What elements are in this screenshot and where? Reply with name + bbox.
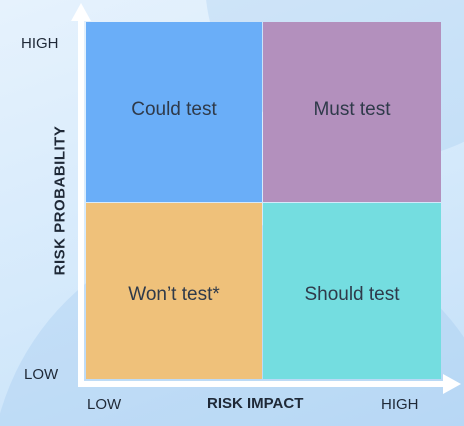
y-axis-high-label: HIGH	[21, 35, 59, 52]
quadrant-label-must-test: Must test	[313, 99, 391, 120]
x-axis-title: RISK IMPACT	[207, 395, 304, 412]
y-axis-title: RISK PROBABILITY	[51, 125, 69, 276]
quadrant-wont-test: Won’t test*	[86, 203, 262, 379]
quadrant-label-wont-test: Won’t test*	[128, 284, 220, 305]
y-axis-low-label: LOW	[24, 366, 59, 383]
quadrant-should-test: Should test	[263, 203, 441, 379]
quadrant-could-test: Could test	[86, 22, 262, 202]
y-axis-arrow	[71, 3, 91, 21]
quadrant-label-could-test: Could test	[131, 99, 217, 120]
x-axis-high-label: HIGH	[381, 396, 419, 413]
x-axis-low-label: LOW	[87, 396, 122, 413]
x-axis-arrow	[443, 374, 461, 394]
quadrant-label-should-test: Should test	[304, 284, 400, 305]
quadrant-must-test: Must test	[263, 22, 441, 202]
